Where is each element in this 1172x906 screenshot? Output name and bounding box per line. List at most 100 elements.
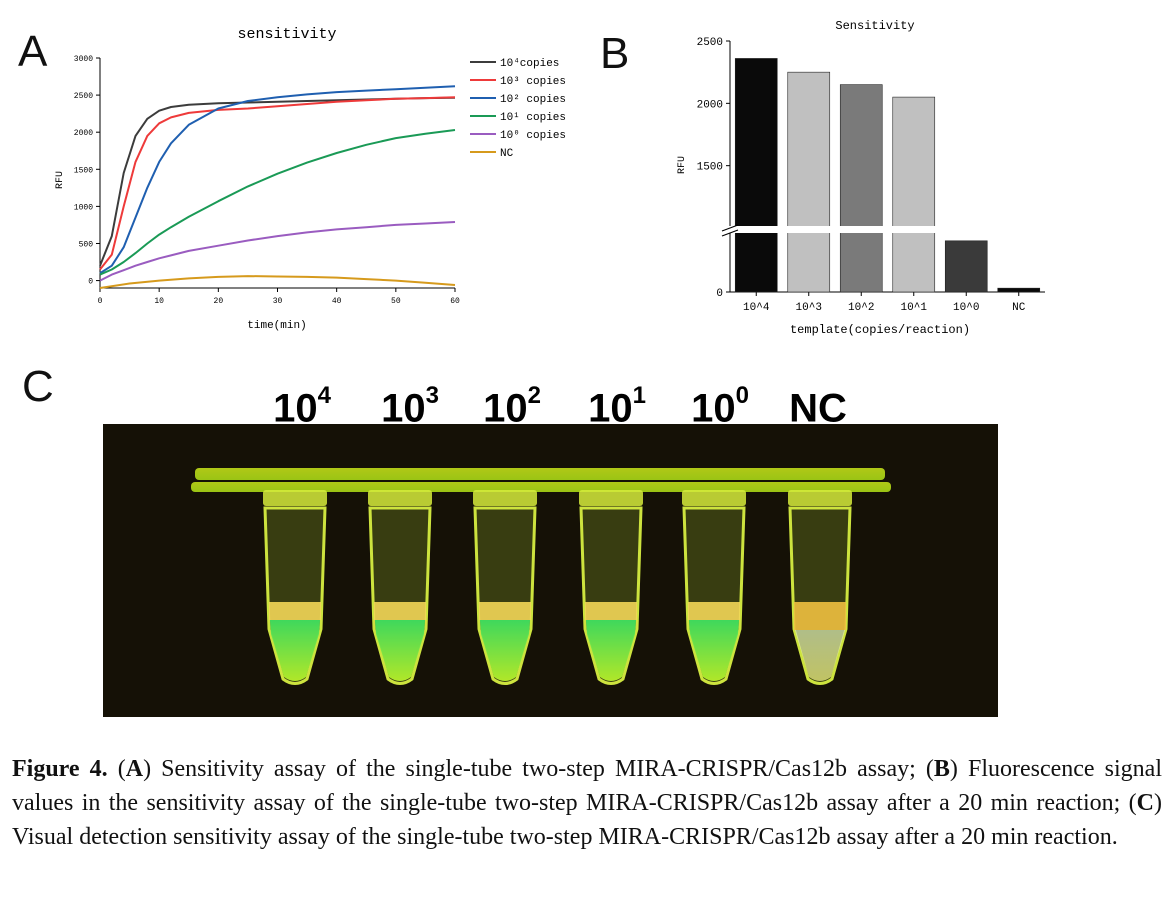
chart-b-title: Sensitivity [835,19,914,33]
tube-liquid [795,630,845,681]
tube-strip-bar [191,482,891,492]
caption-ref-c: C [1136,790,1154,816]
chart-b-xtick-label: 10^3 [796,302,822,314]
chart-a-ytick-label: 1500 [74,166,93,175]
chart-b-axis-break [722,226,1049,233]
chart-b-xtick-label: 10^4 [743,302,770,314]
tube-liquid [270,620,320,681]
panel-c-labels: 104 103 102 101 100 NC [0,375,1172,435]
chart-b-ytick-label: 0 [716,288,723,300]
chart-a-series-line [99,96,456,267]
tube-cap [579,490,643,506]
chart-a-ytick-label: 0 [88,278,93,287]
chart-a-xtick-label: 20 [214,297,224,306]
tube-foam [585,602,637,620]
chart-b-bar [787,71,831,293]
tube-cap [263,490,327,506]
tube-nc [788,490,852,685]
tube-label-10-1: 101 [588,382,646,431]
tube-label-10-2: 102 [483,382,541,431]
chart-b-axes: 0 1500 2000 2500 10^4 10^3 10^2 10^1 10^0 NC [697,37,1045,314]
panel-label-a: A [18,27,48,76]
chart-a-ylabel: RFU [55,171,66,189]
line-chart-sensitivity: sensitivity 0 500 1000 1500 2000 2500 3000 0 10 2… [55,26,566,332]
caption-text-b: ) Fluorescence signal values in the sens… [12,756,1163,816]
chart-a-series-line [99,275,456,289]
chart-a-legend-label: 10² copies [500,94,566,106]
chart-a-xtick-label: 10 [154,297,164,306]
tube-foam [479,602,531,620]
chart-b-ytick-label: 2500 [697,37,723,49]
caption-ref-a: A [125,756,144,782]
tube-positive [579,490,643,685]
chart-b-xtick-label: NC [1012,302,1026,314]
tube-liquid [480,620,530,681]
caption-figure-number: Figure 4. [12,756,108,782]
chart-b-bars [721,58,1049,293]
chart-a-xtick-label: 40 [332,297,342,306]
chart-a-ytick-label: 500 [79,240,94,249]
tube-liquid [689,620,739,681]
chart-a-legend-label: NC [500,148,514,160]
chart-a-legend-label: 10¹ copies [500,112,566,124]
photo-background [103,424,998,717]
tube-foam [688,602,740,620]
chart-a-series-line [99,129,456,276]
chart-a-legend: 10⁴copies 10³ copies 10² copies 10¹ copies 1… [470,58,566,160]
chart-b-break-mark [721,224,739,232]
chart-a-xtick-label: 50 [391,297,401,306]
chart-a-series [99,85,456,289]
chart-b-xtick-label: 10^1 [901,302,928,314]
tube-strip [191,468,891,685]
chart-b-xlabel: template(copies/reaction) [790,323,970,337]
chart-a-xtick-label: 0 [98,297,103,306]
chart-a-axes: 0 500 1000 1500 2000 2500 3000 0 10 20 30 40 50 60 [74,55,460,306]
chart-a-ytick-label: 2500 [74,92,93,101]
tube-liquid [586,620,636,681]
panel-label-c: C [22,362,54,411]
bar-chart-sensitivity: Sensitivity 0 1500 2000 2500 10^4 10^3 10^2 10^… [677,19,1049,337]
tube-cap [788,490,852,506]
figure-caption: Figure 4. (A) Sensitivity assay of the s… [12,752,1162,854]
caption-paren: ( [117,756,126,782]
chart-b-bar [944,240,988,293]
chart-b-break-mark [721,229,739,237]
chart-b-bar [734,58,778,293]
tube-label-10-0: 100 [691,382,749,431]
chart-a-series-line [99,85,456,275]
tube-foam [794,602,846,630]
tube-positive [473,490,537,685]
chart-b-ytick-label: 2000 [697,99,723,111]
tube-label-10-4: 104 [273,382,331,431]
chart-a-xtick-label: 60 [450,297,460,306]
chart-a-xlabel: time(min) [247,320,306,332]
chart-a-series-line [99,221,456,282]
caption-text-c: ) Visual detection sensitivity assay of … [12,790,1162,850]
chart-a-title: sensitivity [237,26,336,43]
tube-cap [368,490,432,506]
chart-b-bar [892,96,936,293]
chart-a-ytick-label: 2000 [74,129,93,138]
tube-liquid [375,620,425,681]
tube-cap [473,490,537,506]
chart-a-legend-label: 10⁴copies [500,58,559,70]
tube-cap [682,490,746,506]
tube-label-10-3: 103 [381,382,439,431]
chart-a-legend-label: 10⁰ copies [500,130,566,142]
caption-ref-b: B [933,756,950,782]
chart-a-legend-label: 10³ copies [500,76,566,88]
tube-label-nc: NC [789,386,847,431]
chart-a-ytick-label: 3000 [74,55,93,64]
tube-positive [368,490,432,685]
chart-b-ylabel: RFU [677,156,688,174]
tube-foam [374,602,426,620]
tube-strip-bar [195,468,885,480]
panel-label-b: B [600,29,630,78]
chart-b-bar [997,287,1041,293]
chart-b-ytick-label: 1500 [697,162,723,174]
chart-b-xtick-label: 10^2 [848,302,874,314]
chart-b-xtick-label: 10^0 [953,302,979,314]
chart-a-series-line [99,96,456,271]
tube-positive [263,490,327,685]
chart-a-xtick-label: 30 [273,297,283,306]
